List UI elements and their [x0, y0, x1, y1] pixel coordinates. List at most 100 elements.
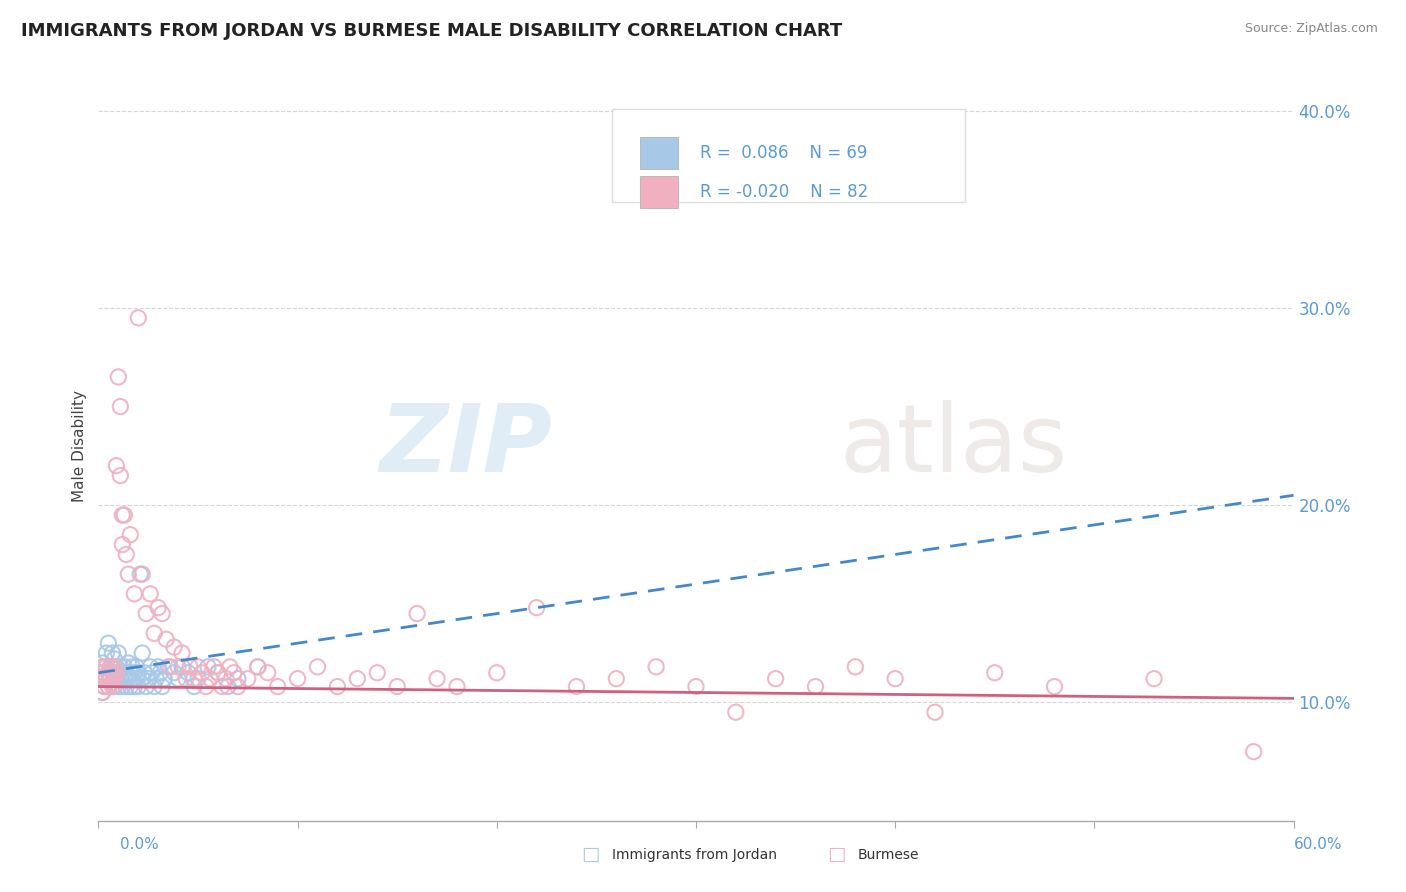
Point: [129, 567, 152, 582]
Point: [202, 660, 225, 674]
Point: [111, 665, 134, 680]
Point: [526, 600, 548, 615]
Point: [112, 508, 135, 522]
Point: [844, 660, 866, 674]
Point: [93, 680, 115, 694]
Point: [117, 656, 139, 670]
Point: [195, 680, 218, 694]
Point: [110, 468, 132, 483]
Point: [149, 665, 172, 680]
Point: [103, 665, 125, 680]
Point: [96, 672, 118, 686]
Point: [145, 672, 167, 686]
Point: [101, 646, 124, 660]
Point: [174, 672, 197, 686]
Point: [98, 672, 122, 686]
Point: [101, 675, 124, 690]
Text: □: □: [581, 845, 600, 864]
Point: [91, 660, 114, 674]
Point: [177, 665, 200, 680]
Point: [246, 660, 269, 674]
Point: [135, 680, 157, 694]
Point: [143, 680, 166, 694]
Point: [724, 705, 747, 719]
Point: [96, 646, 118, 660]
Point: [143, 626, 166, 640]
Point: [110, 672, 132, 686]
Point: [105, 672, 128, 686]
Point: [565, 680, 588, 694]
Point: [107, 370, 129, 384]
Point: [107, 646, 129, 660]
Point: [112, 660, 135, 674]
Point: [98, 660, 122, 674]
Point: [117, 567, 139, 582]
Point: [105, 458, 128, 473]
Point: [159, 660, 181, 674]
Point: [110, 400, 132, 414]
Point: [485, 665, 508, 680]
Point: [172, 660, 194, 674]
Point: [207, 665, 229, 680]
Point: [685, 680, 707, 694]
Point: [217, 680, 239, 694]
Point: [124, 680, 146, 694]
Point: [155, 632, 177, 647]
Point: [91, 685, 114, 699]
Text: ZIP: ZIP: [380, 400, 553, 492]
Point: [1243, 745, 1265, 759]
Point: [120, 665, 142, 680]
Point: [385, 680, 409, 694]
Point: [226, 680, 249, 694]
Point: [93, 660, 115, 674]
Point: [150, 680, 173, 694]
Point: [96, 660, 118, 674]
Point: [167, 672, 190, 686]
Point: [97, 636, 120, 650]
Text: Immigrants from Jordan: Immigrants from Jordan: [612, 847, 776, 862]
Point: [105, 665, 128, 680]
Point: [183, 680, 205, 694]
Point: [346, 672, 368, 686]
Point: [124, 587, 146, 601]
Point: [163, 665, 186, 680]
Point: [115, 548, 138, 562]
Point: [148, 600, 170, 615]
Point: [426, 672, 449, 686]
Point: [103, 652, 125, 666]
Point: [97, 680, 120, 694]
Point: [307, 660, 329, 674]
Point: [121, 660, 143, 674]
Point: [924, 705, 946, 719]
Point: [101, 680, 124, 694]
Text: Source: ZipAtlas.com: Source: ZipAtlas.com: [1244, 22, 1378, 36]
Point: [645, 660, 668, 674]
Point: [111, 538, 134, 552]
Point: [103, 660, 125, 674]
Point: [197, 660, 219, 674]
Point: [112, 672, 135, 686]
Text: Burmese: Burmese: [858, 847, 920, 862]
Point: [101, 665, 124, 680]
Point: [115, 665, 138, 680]
FancyBboxPatch shape: [640, 177, 678, 208]
Point: [131, 646, 153, 660]
Point: [163, 640, 186, 654]
Point: [406, 607, 429, 621]
Point: [117, 672, 139, 686]
Text: 0.0%: 0.0%: [120, 837, 159, 852]
Point: [124, 665, 146, 680]
Point: [446, 680, 468, 694]
Text: □: □: [827, 845, 846, 864]
Point: [103, 672, 125, 686]
Point: [91, 656, 114, 670]
Point: [127, 310, 149, 325]
Point: [136, 672, 159, 686]
Point: [89, 672, 111, 686]
FancyBboxPatch shape: [613, 109, 965, 202]
Point: [183, 672, 205, 686]
FancyBboxPatch shape: [640, 137, 678, 169]
Point: [215, 672, 238, 686]
Point: [366, 665, 388, 680]
Point: [179, 660, 201, 674]
